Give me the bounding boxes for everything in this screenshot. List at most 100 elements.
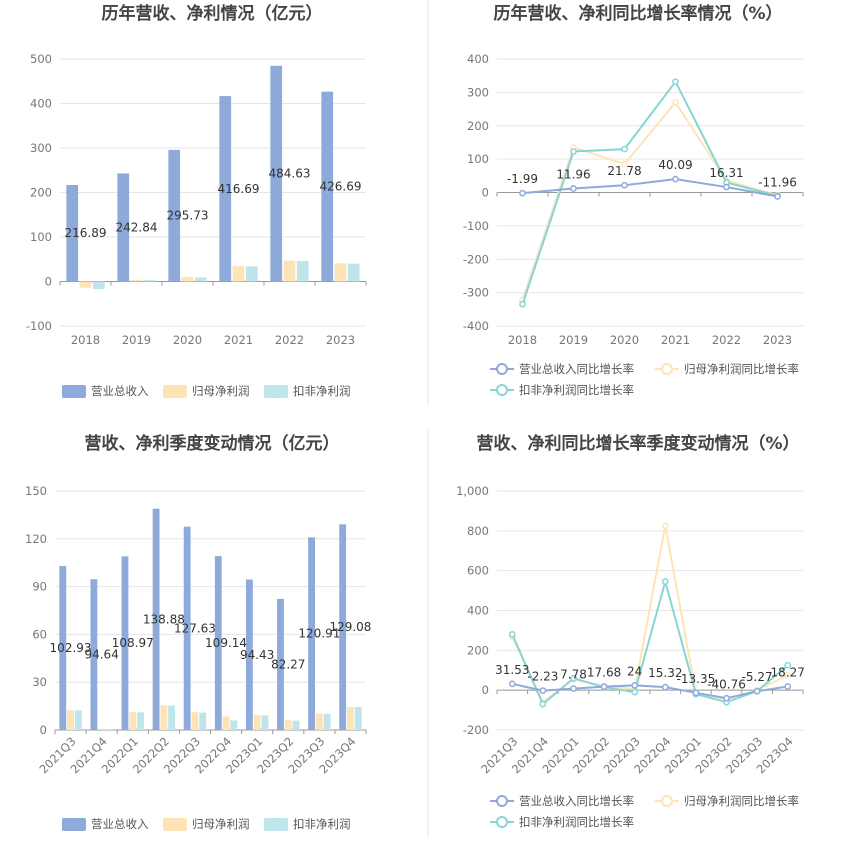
y-tick-label: -100 [463, 219, 489, 233]
y-tick-label: 300 [30, 141, 52, 155]
legend-swatch-2 [264, 385, 288, 398]
bar-1 [191, 712, 199, 730]
x-tick-label: 2018 [508, 333, 537, 347]
legend-label-0: 营业总收入同比增长率 [519, 794, 634, 808]
bar-2 [74, 710, 82, 730]
series-point-0 [774, 193, 781, 200]
data-label: -2.23 [527, 670, 558, 684]
series-point-0 [570, 685, 577, 692]
quarterly-revenue-profit-chart: 营收、净利季度变动情况（亿元）03060901201502021Q32021Q4… [25, 433, 371, 831]
y-tick-label: 100 [30, 230, 52, 244]
bar-0 [277, 598, 284, 730]
data-label: 17.68 [587, 666, 621, 680]
y-tick-label: 400 [467, 604, 489, 618]
bar-0 [121, 556, 129, 730]
bar-0 [168, 149, 181, 282]
bar-2 [168, 705, 176, 730]
legend-label-2: 扣非净利润同比增长率 [519, 815, 634, 829]
data-label: 40.09 [658, 158, 692, 172]
y-tick-label: -100 [26, 319, 52, 333]
data-label: 16.31 [709, 166, 743, 180]
series-point-0 [570, 185, 577, 192]
bar-1 [334, 263, 347, 282]
series-point-2 [621, 145, 628, 153]
data-label: 11.96 [556, 168, 590, 182]
bar-0 [219, 96, 232, 282]
y-tick-label: -300 [463, 286, 489, 300]
y-tick-label: 150 [25, 484, 47, 498]
series-line-2 [521, 79, 778, 305]
bar-1 [253, 715, 261, 730]
data-label: 120.91 [298, 627, 340, 641]
bar-1 [315, 713, 323, 730]
data-label: 18.27 [771, 666, 805, 680]
y-tick-label: 1,000 [456, 484, 489, 498]
series-point-1 [672, 99, 679, 106]
data-label: -11.96 [758, 175, 797, 189]
bar-0 [66, 184, 79, 282]
y-tick-label: 90 [32, 580, 47, 594]
y-tick-label: 200 [467, 643, 489, 657]
y-tick-label: 0 [40, 723, 47, 737]
data-label: 102.93 [50, 641, 92, 655]
y-tick-label: 500 [30, 52, 52, 66]
y-tick-label: 30 [32, 675, 47, 689]
series-point-0 [672, 175, 679, 183]
series-point-2 [784, 661, 792, 669]
legend-label-1: 归母净利润同比增长率 [684, 794, 799, 808]
legend-swatch-2 [264, 818, 288, 831]
data-label: 416.69 [218, 182, 260, 196]
data-label: 426.69 [320, 180, 362, 194]
data-label: 109.14 [205, 636, 247, 650]
data-label: -5.27 [742, 670, 773, 684]
x-tick-label: 2023 [763, 333, 792, 347]
legend-label-2: 扣非净利润 [293, 817, 351, 831]
series-point-2 [539, 700, 547, 708]
chart-title: 历年营收、净利情况（亿元） [102, 3, 323, 24]
data-label: -13.35 [677, 672, 716, 686]
series-point-2 [631, 688, 639, 696]
series-point-0 [692, 689, 700, 697]
bar-2 [292, 720, 300, 730]
bar-2 [194, 277, 207, 282]
legend-marker-1 [661, 795, 673, 807]
legend-marker-1 [661, 363, 673, 375]
bar-2 [261, 715, 269, 730]
y-tick-label: 60 [32, 627, 47, 641]
data-label: 94.64 [84, 648, 118, 662]
data-label: 21.78 [607, 164, 641, 178]
series-line-2 [511, 577, 789, 706]
bar-0 [90, 579, 98, 730]
y-tick-label: 600 [467, 564, 489, 578]
series-line-0 [522, 178, 778, 198]
data-label: 242.84 [116, 220, 158, 234]
legend-label-0: 营业总收入 [91, 384, 149, 398]
data-label: -1.99 [507, 172, 538, 186]
series-point-1 [784, 671, 792, 679]
bar-0 [59, 565, 67, 730]
bar-2 [354, 707, 362, 730]
data-label: 484.63 [269, 167, 311, 181]
bar-2 [137, 712, 144, 730]
data-label: 94.43 [240, 648, 274, 662]
y-tick-label: 200 [30, 186, 52, 200]
quarterly-growth-rate-chart: 营收、净利同比增长率季度变动情况（%） -200 0 200 400 600 800 1,00… [456, 433, 805, 829]
x-tick-label: 2021 [224, 333, 253, 347]
series-point-0 [600, 683, 608, 690]
x-tick-label: 2020 [173, 333, 202, 347]
legend-label-2: 扣非净利润 [293, 384, 351, 398]
series-point-2 [672, 78, 679, 86]
bar-1 [160, 705, 168, 730]
x-tick-label: 2022 [275, 333, 304, 347]
bar-2 [199, 712, 207, 730]
data-label: 7.78 [560, 668, 587, 682]
data-label: 295.73 [167, 209, 209, 223]
series-point-0 [621, 181, 628, 189]
y-tick-label: 400 [30, 97, 52, 111]
bar-0 [308, 537, 315, 730]
x-tick-label: 2019 [559, 333, 588, 347]
bar-1 [347, 706, 354, 730]
y-tick-label: 0 [482, 683, 489, 697]
data-label: 216.89 [65, 226, 107, 240]
